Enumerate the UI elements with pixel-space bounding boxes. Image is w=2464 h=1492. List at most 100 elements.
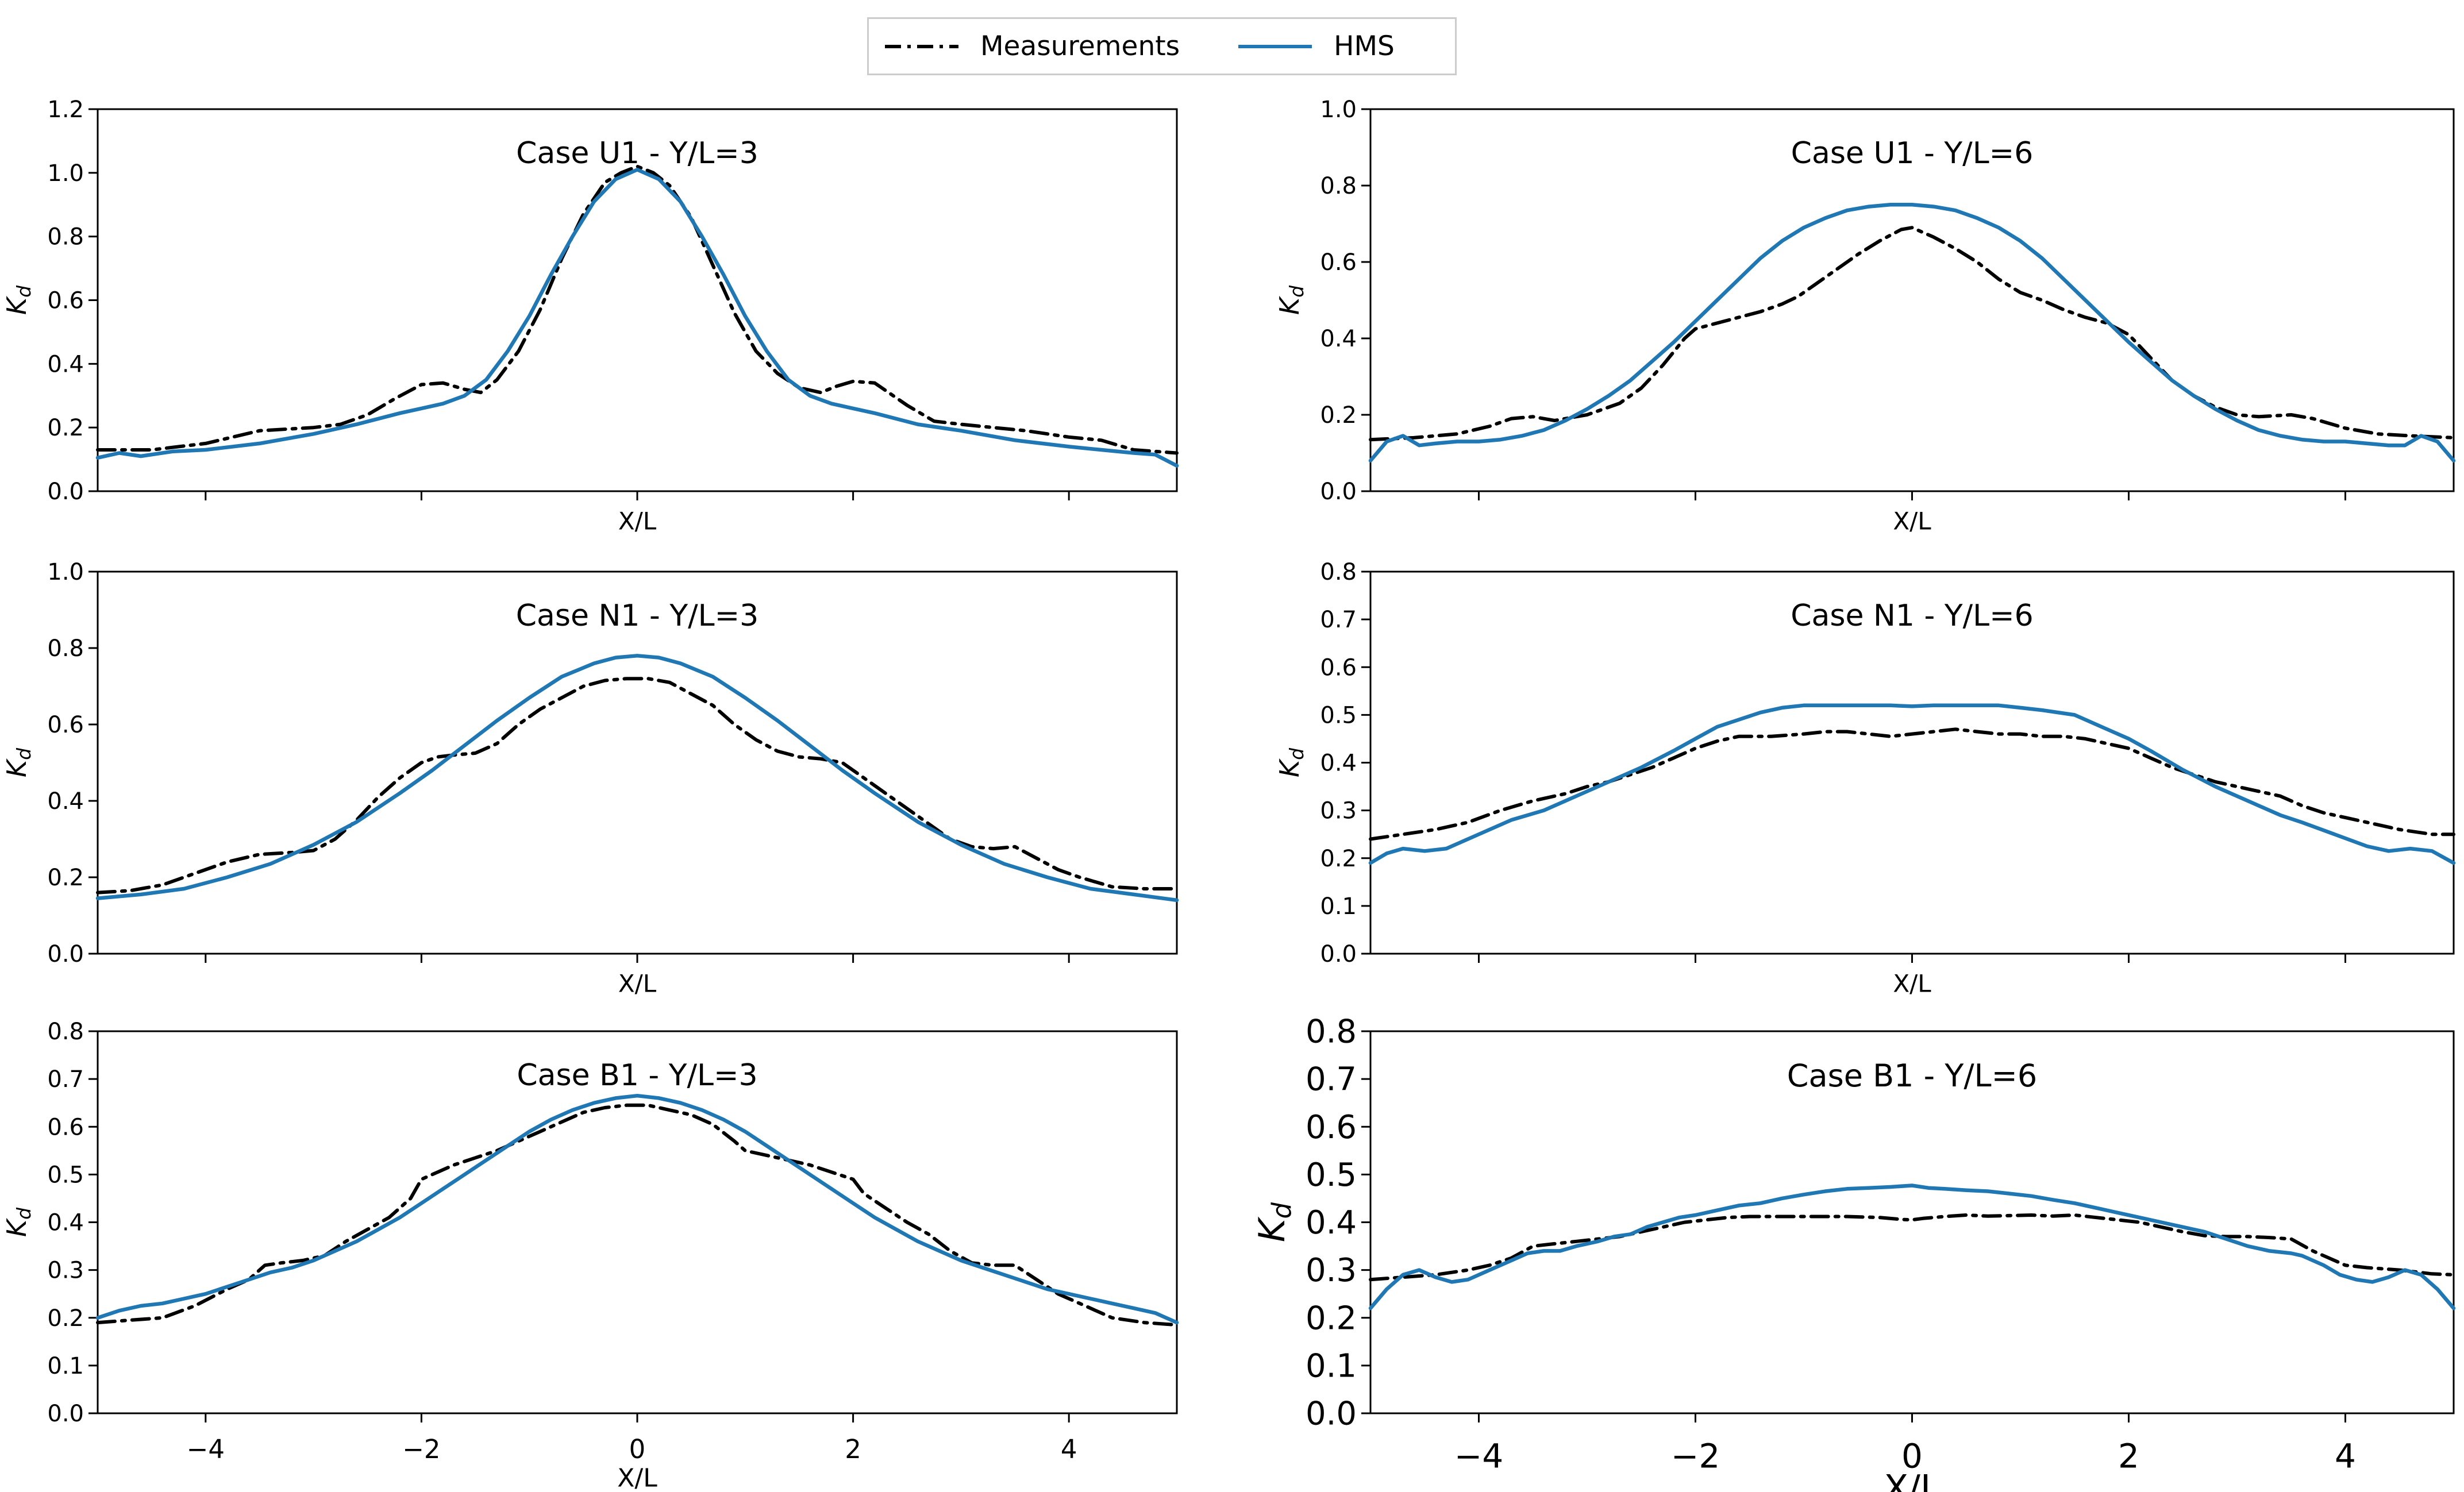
- x-tick-label: 0: [629, 1434, 646, 1464]
- y-tick-label: 0.8: [47, 635, 84, 662]
- y-tick-label: 0.6: [47, 712, 84, 738]
- measurements-curve: [1369, 1213, 2455, 1282]
- y-tick-label: 0.4: [47, 351, 84, 377]
- y-tick-label: 0.8: [47, 1019, 84, 1045]
- y-tick-label: 0.3: [1306, 1252, 1357, 1289]
- y-tick-label: 0.4: [47, 1210, 84, 1236]
- panel-case-n1-y-l-3: 0.0 0.2 0.4 0.6 0.8 1.0 Case N1 - Y/L=3 X/L Kd: [1, 559, 1179, 998]
- panel-case-u1-y-l-6: 0.0 0.2 0.4 0.6 0.8 1.0 Case U1 - Y/L=6 X/L Kd: [1274, 97, 2456, 535]
- panel-case-n1-y-l-6: 0.0 0.1 0.2 0.3 0.4 0.5 0.6 0.7 0.8 Case N1 - Y/L…: [1274, 559, 2456, 998]
- panel-case-u1-y-l-3: 0.0 0.2 0.4 0.6 0.8 1.0 1.2 Case U1 - Y/L=3 X/L K…: [1, 97, 1179, 535]
- y-tick-label: 0.2: [1320, 402, 1357, 429]
- legend: Measurements HMS: [867, 17, 1457, 75]
- y-tick-label: 0.5: [1320, 702, 1357, 728]
- panel-title: Case B1 - Y/L=3: [517, 1058, 757, 1093]
- measurements-curve: [1369, 727, 2455, 841]
- y-tick-label: 0.2: [47, 1305, 84, 1332]
- y-tick-label: 0.5: [47, 1162, 84, 1188]
- y-tick-label: 1.2: [47, 97, 84, 123]
- x-axis-label: X/L: [617, 1463, 657, 1492]
- y-axis-label: Kd: [1274, 747, 1308, 777]
- legend-label-hms: HMS: [1334, 30, 1395, 62]
- y-tick-label: 0.3: [47, 1258, 84, 1284]
- y-tick-label: 0.8: [1306, 1013, 1357, 1051]
- x-tick-label: 0: [1901, 1436, 1923, 1475]
- x-tick-label: −4: [1454, 1436, 1504, 1475]
- y-tick-label: 0.6: [47, 1114, 84, 1140]
- x-axis-label: X/L: [618, 507, 657, 535]
- y-tick-label: 0.0: [1306, 1395, 1357, 1433]
- x-tick-label: 2: [2118, 1436, 2139, 1475]
- x-tick-label: 2: [845, 1434, 861, 1464]
- panel-case-b1-y-l-6: 0.0 0.1 0.2 0.3 0.4 0.5 0.6 0.7 0.8 −4 −2 0 2 4 Case B…: [1251, 1013, 2456, 1492]
- x-tick-label: −2: [1671, 1436, 1720, 1475]
- y-tick-label: 0.7: [1306, 1061, 1357, 1098]
- measurements-curve: [96, 677, 1179, 895]
- measurements-curve: [1369, 226, 2455, 442]
- panel-title: Case B1 - Y/L=6: [1787, 1058, 2037, 1094]
- hms-curve: [95, 654, 1179, 903]
- y-tick-label: 0.8: [1320, 559, 1357, 585]
- hms-curve: [95, 1093, 1179, 1325]
- x-tick-label: 4: [2335, 1436, 2356, 1475]
- y-tick-label: 0.1: [47, 1353, 84, 1379]
- panel-title: Case N1 - Y/L=3: [516, 599, 759, 633]
- panel-title: Case U1 - Y/L=6: [1791, 136, 2034, 171]
- x-tick-label: −2: [402, 1434, 440, 1464]
- y-tick-label: 1.0: [1320, 97, 1357, 123]
- y-tick-label: 0.2: [47, 415, 84, 441]
- y-tick-label: 0.6: [1320, 249, 1357, 276]
- y-tick-label: 0.5: [1306, 1156, 1357, 1194]
- y-tick-label: 0.3: [1320, 798, 1357, 824]
- solid-line-icon: [1238, 44, 1312, 48]
- x-axis-label: X/L: [1884, 1467, 1941, 1492]
- legend-label-measurements: Measurements: [980, 30, 1180, 62]
- measurements-curve: [96, 164, 1179, 455]
- panel-title: Case U1 - Y/L=3: [516, 136, 759, 171]
- hms-curve: [95, 168, 1179, 468]
- y-tick-label: 0.2: [47, 865, 84, 891]
- x-axis-label: X/L: [1893, 970, 1931, 998]
- y-tick-label: 0.2: [1320, 846, 1357, 872]
- y-tick-label: 0.0: [1320, 479, 1357, 505]
- y-axis-label: Kd: [1, 1207, 35, 1237]
- y-tick-label: 0.4: [1320, 326, 1357, 352]
- y-tick-label: 0.6: [47, 288, 84, 314]
- y-axis-label: Kd: [1274, 285, 1308, 315]
- y-tick-label: 0.0: [47, 1401, 84, 1427]
- hms-curve: [1368, 1183, 2456, 1310]
- dashdot-line-icon: [885, 44, 958, 48]
- panel-title: Case N1 - Y/L=6: [1791, 599, 2034, 633]
- x-tick-label: 4: [1061, 1434, 1077, 1464]
- y-tick-label: 0.8: [47, 224, 84, 250]
- x-axis-label: X/L: [618, 970, 657, 998]
- legend-item-hms: HMS: [1237, 30, 1395, 62]
- hms-curve: [1368, 203, 2456, 463]
- x-axis-label: X/L: [1893, 507, 1931, 535]
- y-tick-label: 0.0: [47, 941, 84, 967]
- y-tick-label: 0.6: [1306, 1109, 1357, 1146]
- y-axis-label: Kd: [1, 285, 35, 315]
- y-tick-label: 0.0: [1320, 941, 1357, 967]
- measurements-curve: [96, 1103, 1179, 1327]
- y-tick-label: 0.7: [1320, 607, 1357, 633]
- y-tick-label: 0.4: [47, 788, 84, 815]
- y-tick-label: 0.7: [47, 1066, 84, 1093]
- y-tick-label: 0.2: [1306, 1300, 1357, 1337]
- y-tick-label: 0.4: [1306, 1204, 1357, 1242]
- y-tick-label: 0.4: [1320, 750, 1357, 777]
- legend-item-measurements: Measurements: [884, 30, 1180, 62]
- y-axis-label: Kd: [1, 747, 35, 777]
- y-tick-label: 1.0: [47, 160, 84, 187]
- y-tick-label: 0.1: [1320, 893, 1357, 920]
- y-tick-label: 0.1: [1306, 1347, 1357, 1385]
- y-axis-label: Kd: [1251, 1202, 1297, 1242]
- y-tick-label: 1.0: [47, 559, 84, 585]
- panel-case-b1-y-l-3: 0.0 0.1 0.2 0.3 0.4 0.5 0.6 0.7 0.8 −4 −2 0 2 4 Case B…: [1, 1019, 1179, 1492]
- y-tick-label: 0.6: [1320, 654, 1357, 681]
- y-tick-label: 0.0: [47, 479, 84, 505]
- x-tick-label: −4: [187, 1434, 225, 1464]
- y-tick-label: 0.8: [1320, 173, 1357, 199]
- hms-curve: [1368, 703, 2456, 865]
